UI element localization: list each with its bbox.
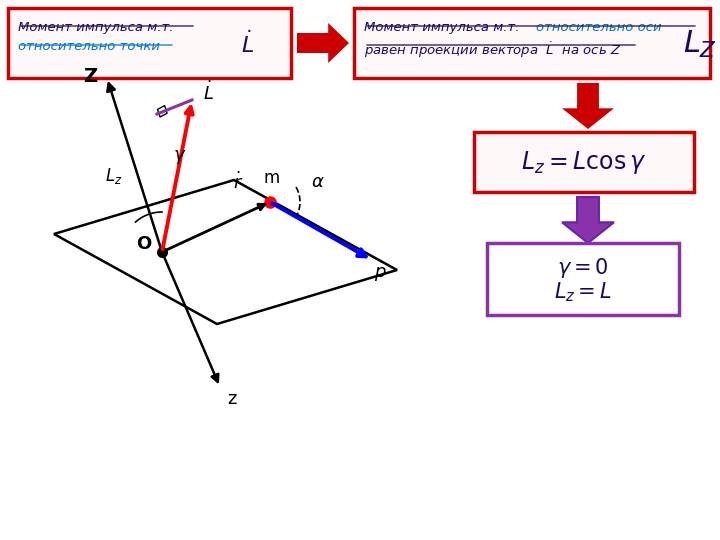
Text: Момент импульса м.т.: Момент импульса м.т. [18, 21, 174, 34]
Text: Z: Z [83, 68, 97, 86]
Polygon shape [562, 83, 614, 129]
Text: относительно точки: относительно точки [18, 40, 160, 53]
Text: равен проекции вектора  $\dot{L}$  на ось Z: равен проекции вектора $\dot{L}$ на ось … [364, 40, 621, 59]
Text: Момент импульса м.т.: Момент импульса м.т. [364, 21, 523, 34]
Text: $\dot{p}$: $\dot{p}$ [374, 260, 387, 284]
FancyBboxPatch shape [8, 8, 291, 78]
FancyBboxPatch shape [354, 8, 710, 78]
Text: относительно оси: относительно оси [536, 21, 662, 34]
Text: $\dot{r}$: $\dot{r}$ [233, 171, 243, 193]
Text: $L_z = L\cos\gamma$: $L_z = L\cos\gamma$ [521, 148, 647, 176]
Text: m: m [264, 169, 280, 187]
Text: $\dot{L}$: $\dot{L}$ [241, 31, 255, 57]
Text: $\dot{L}$: $\dot{L}$ [202, 80, 213, 104]
Text: $\gamma = 0$: $\gamma = 0$ [557, 256, 609, 280]
Text: $\gamma$: $\gamma$ [174, 148, 186, 166]
Polygon shape [562, 197, 614, 243]
FancyBboxPatch shape [474, 132, 694, 192]
Polygon shape [54, 180, 397, 324]
Text: z: z [228, 390, 237, 408]
Polygon shape [297, 23, 349, 63]
FancyBboxPatch shape [487, 243, 679, 315]
Text: $L_z$: $L_z$ [105, 166, 123, 186]
Text: $L_Z$: $L_Z$ [683, 29, 717, 59]
Text: O: O [136, 235, 152, 253]
Text: $\alpha$: $\alpha$ [311, 173, 325, 191]
Text: $L_z = L$: $L_z = L$ [554, 280, 612, 304]
